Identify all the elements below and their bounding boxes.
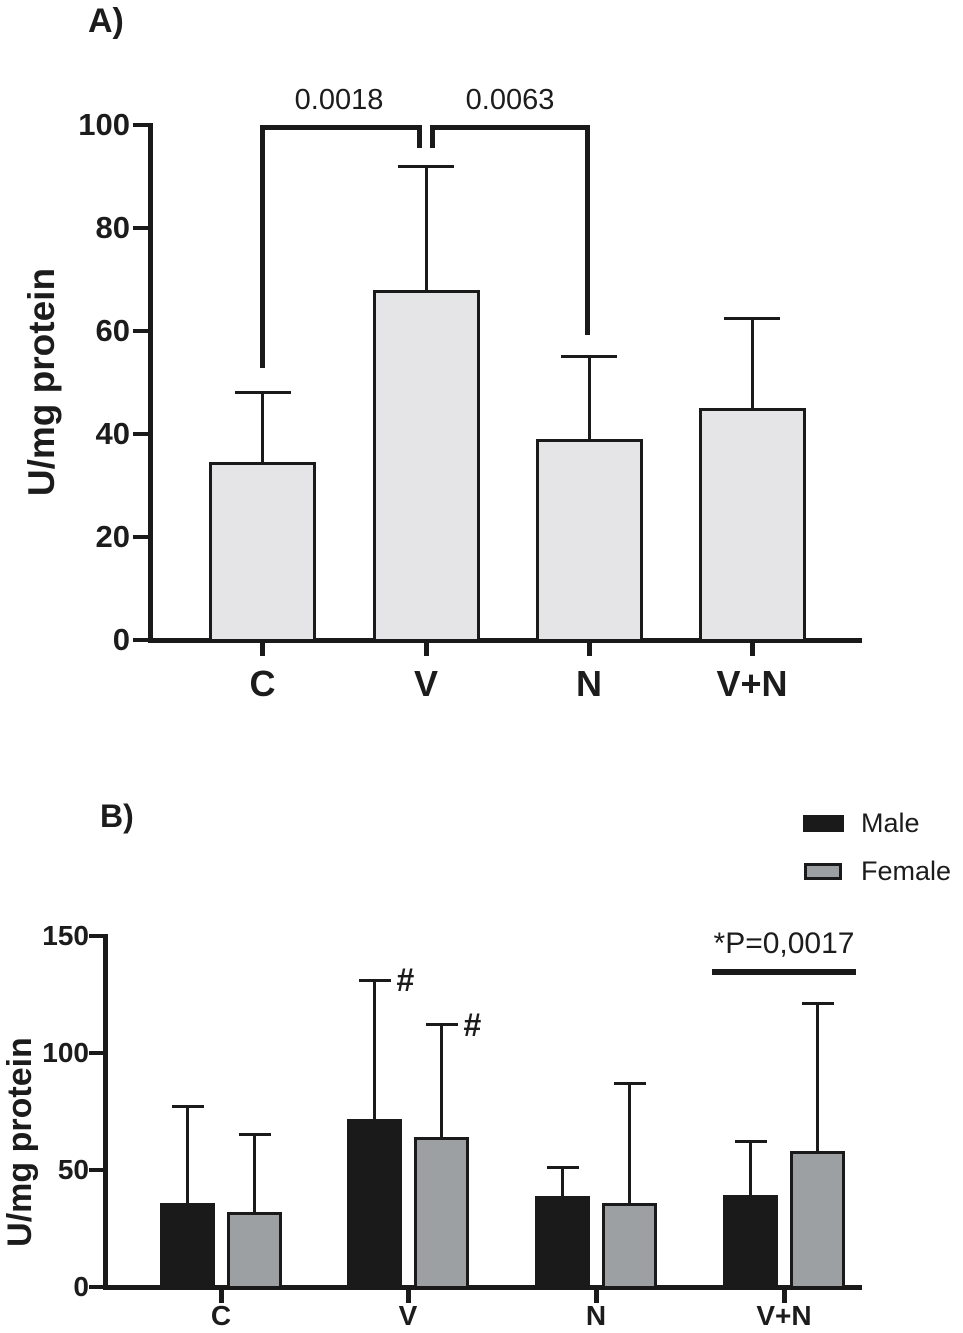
error-bar-a-v+n	[750, 318, 754, 413]
error-bar-b-c-male	[186, 1106, 189, 1207]
legend-female-label: Female	[861, 856, 952, 886]
y-tick-A	[133, 535, 148, 539]
y-tick-label-A: 100	[78, 107, 130, 142]
sig-bracket-label: 0.0063	[465, 84, 555, 116]
sig-bracket-left-arm	[260, 124, 265, 368]
y-tick-A	[133, 432, 148, 436]
x-axis-A	[148, 638, 862, 643]
error-cap-b-v+n-male	[734, 1140, 767, 1144]
error-bar-b-v-male	[373, 980, 376, 1123]
error-cap-a-v+n	[724, 316, 780, 320]
bar-b-c-female	[227, 1212, 282, 1289]
error-cap-b-v-male	[358, 978, 391, 982]
significance-underline	[712, 969, 856, 975]
sig-bracket-left-arm	[429, 124, 435, 148]
sig-bracket-top	[429, 124, 590, 130]
x-label-A-N: N	[576, 663, 602, 704]
y-tick-A	[133, 226, 148, 230]
y-tick-A	[133, 123, 148, 127]
panel-b-label: B)	[100, 798, 134, 834]
error-bar-b-v+n-male	[749, 1141, 752, 1199]
bar-b-v-male	[347, 1118, 402, 1289]
error-bar-a-n	[587, 356, 591, 444]
error-cap-b-c-male	[171, 1105, 204, 1109]
y-axis-A	[148, 123, 153, 643]
y-tick-B	[89, 1285, 103, 1289]
error-cap-b-n-male	[546, 1166, 579, 1170]
error-cap-a-c	[234, 391, 291, 395]
x-label-B-C: C	[210, 1300, 232, 1331]
y-tick-A	[133, 638, 148, 642]
x-tick-A	[749, 643, 755, 656]
legend-male-swatch	[803, 815, 844, 832]
sig-bracket-right-arm	[416, 124, 422, 148]
y-axis-B	[103, 934, 108, 1290]
error-cap-b-c-female	[238, 1133, 271, 1137]
bar-a-n	[535, 439, 643, 642]
legend-male-label: Male	[861, 808, 920, 838]
x-tick-B	[593, 1290, 599, 1303]
bar-b-v+n-female	[790, 1151, 845, 1289]
error-cap-b-n-female	[613, 1081, 646, 1085]
y-tick-label-B: 150	[42, 920, 89, 951]
y-tick-label-B: 0	[73, 1271, 89, 1302]
error-cap-a-n	[561, 355, 617, 359]
error-bar-b-v-female	[440, 1024, 443, 1142]
bar-b-n-female	[602, 1202, 657, 1289]
error-bar-b-v+n-female	[816, 1003, 819, 1156]
x-tick-A	[423, 643, 429, 656]
significance-p-value-label: *P=0,0017	[713, 927, 855, 960]
y-tick-label-B: 50	[57, 1154, 89, 1185]
x-label-B-N: N	[585, 1300, 607, 1331]
y-tick-B	[89, 1051, 103, 1055]
y-tick-label-B: 100	[42, 1037, 89, 1068]
sig-bracket-top	[260, 124, 422, 130]
y-tick-A	[133, 329, 148, 333]
x-tick-B	[781, 1290, 787, 1303]
sig-bracket-right-arm	[584, 124, 590, 335]
error-cap-b-v+n-female	[801, 1002, 834, 1006]
error-bar-b-c-female	[253, 1134, 256, 1217]
x-label-A-V+N: V+N	[716, 663, 788, 704]
bar-b-n-male	[535, 1195, 590, 1289]
hash-annotation-male: #	[396, 962, 415, 999]
panel-a-y-axis-title: U/mg protein	[21, 267, 62, 497]
x-label-A-V: V	[413, 663, 438, 704]
error-bar-b-n-female	[628, 1083, 631, 1207]
x-tick-B	[405, 1290, 411, 1303]
x-label-B-V: V	[398, 1300, 418, 1331]
y-tick-label-A: 0	[112, 622, 130, 657]
y-tick-label-A: 60	[95, 313, 130, 348]
x-label-B-V+N: V+N	[756, 1300, 812, 1331]
y-tick-B	[89, 934, 103, 938]
bar-b-v-female	[414, 1137, 469, 1289]
x-tick-A	[586, 643, 592, 656]
error-bar-a-c	[261, 392, 264, 467]
bar-a-v	[372, 289, 480, 642]
y-tick-label-A: 20	[95, 519, 130, 554]
x-tick-B	[218, 1290, 224, 1303]
x-label-A-C: C	[249, 663, 276, 704]
bar-a-v+n	[698, 408, 806, 642]
bar-b-v+n-male	[723, 1194, 778, 1289]
y-tick-label-A: 80	[95, 210, 130, 245]
error-cap-b-v-female	[425, 1023, 458, 1027]
x-axis-B	[103, 1285, 862, 1290]
error-cap-a-v	[398, 164, 454, 168]
error-bar-a-v	[424, 166, 428, 294]
panel-b-y-axis-title: U/mg protein	[1, 1037, 39, 1247]
error-bar-b-n-male	[561, 1167, 564, 1200]
legend-female-swatch	[804, 863, 842, 880]
hash-annotation-female: #	[463, 1006, 482, 1043]
bar-a-c	[209, 462, 316, 642]
bar-b-c-male	[160, 1202, 215, 1289]
x-tick-A	[260, 643, 265, 656]
sig-bracket-label: 0.0018	[294, 84, 384, 116]
y-tick-label-A: 40	[95, 416, 130, 451]
panel-a-label: A)	[88, 2, 124, 40]
y-tick-B	[89, 1168, 103, 1172]
